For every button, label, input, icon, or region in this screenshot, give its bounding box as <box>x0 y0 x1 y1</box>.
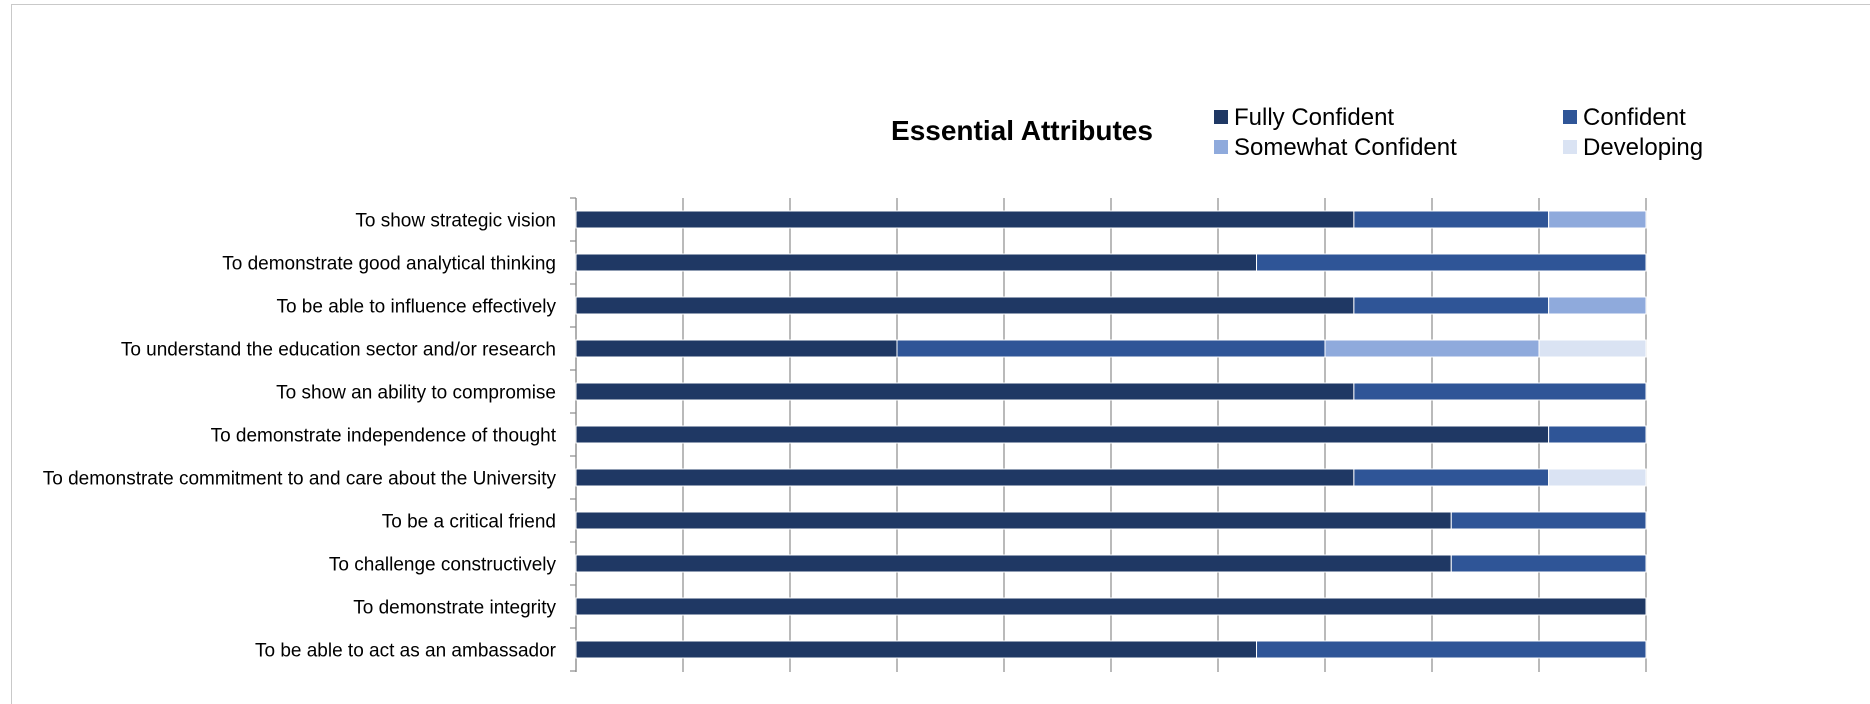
bar-segment <box>1548 425 1647 444</box>
category-label: To be a critical friend <box>382 512 556 533</box>
bar-segment <box>1353 382 1647 401</box>
bar-segment <box>1256 640 1647 659</box>
legend-swatch <box>1563 110 1577 124</box>
bar-series <box>575 210 1647 659</box>
legend-label: Developing <box>1583 134 1703 161</box>
chart-title: Essential Attributes <box>891 115 1153 146</box>
bar-segment <box>1548 210 1647 229</box>
legend-swatch <box>1214 110 1228 124</box>
category-label: To demonstrate independence of thought <box>211 426 557 447</box>
legend-swatch <box>1563 140 1577 154</box>
bar-segment <box>1450 511 1647 530</box>
category-labels: To show strategic vision To demonstrate g… <box>43 211 557 662</box>
category-label: To demonstrate commitment to and care ab… <box>43 469 557 490</box>
bar-segment <box>575 511 1452 530</box>
legend-label: Fully Confident <box>1234 104 1394 131</box>
bar-segment <box>1324 339 1540 358</box>
bar-segment <box>575 296 1355 315</box>
category-label: To understand the education sector and/o… <box>121 340 556 361</box>
legend-label: Confident <box>1583 104 1686 131</box>
category-label: To challenge constructively <box>329 555 557 576</box>
bar-segment <box>575 210 1355 229</box>
bar-segment <box>575 339 898 358</box>
legend-swatch <box>1214 140 1228 154</box>
bar-segment <box>575 554 1452 573</box>
bar-segment <box>1450 554 1647 573</box>
bar-segment <box>1256 253 1647 272</box>
category-label: To show strategic vision <box>355 211 556 232</box>
category-axis <box>570 197 577 672</box>
category-label: To be able to influence effectively <box>276 297 556 318</box>
bar-segment <box>1353 296 1550 315</box>
category-label: To show an ability to compromise <box>276 383 556 404</box>
chart-area-border <box>11 4 1870 704</box>
category-label: To be able to act as an ambassador <box>255 641 557 662</box>
legend: Fully Confident Confident Somewhat Confide… <box>1214 104 1703 161</box>
bar-segment <box>896 339 1326 358</box>
bar-segment <box>1353 468 1550 487</box>
bar-segment <box>575 253 1258 272</box>
bar-segment <box>1353 210 1550 229</box>
bar-segment <box>1548 468 1647 487</box>
category-label: To demonstrate good analytical thinking <box>222 254 556 275</box>
bar-segment <box>575 425 1550 444</box>
bar-segment <box>575 382 1355 401</box>
bar-segment <box>575 468 1355 487</box>
bar-segment <box>1538 339 1647 358</box>
category-label: To demonstrate integrity <box>353 598 556 619</box>
bar-segment <box>575 640 1258 659</box>
bar-segment <box>575 597 1647 616</box>
bar-segment <box>1548 296 1647 315</box>
legend-label: Somewhat Confident <box>1234 134 1457 161</box>
